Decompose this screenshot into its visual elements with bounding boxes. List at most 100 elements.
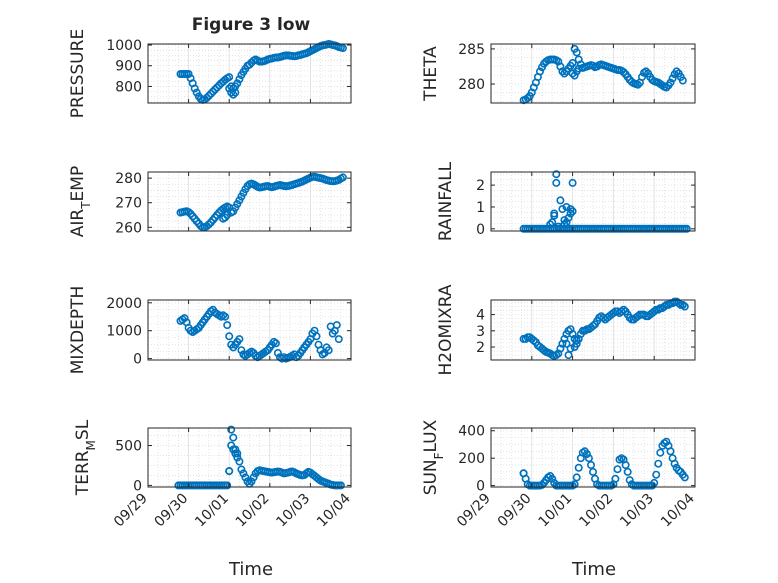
data-point [682,224,691,233]
data-point [678,76,687,85]
data-point [221,312,230,321]
plot-area [491,428,695,487]
panel-sun_flux: 0 200 400 09/29 09/30 10/01 10/02 10/03 10/04 SUN… [421,419,698,530]
data-point [574,463,583,472]
data-point [650,307,659,316]
data-point [225,467,234,476]
data-point [273,348,282,357]
data-point [225,73,234,82]
data-point [652,470,661,479]
data-point [558,67,567,76]
data-point [572,473,581,482]
data-point [623,467,632,476]
x-tick-label: 10/03 [617,491,657,531]
data-point [566,344,575,353]
data-point [611,474,620,483]
data-point [641,67,650,76]
data-point [680,473,689,482]
panel-h2omixra: 234 H2OMIXRA [436,284,696,376]
axes-box [147,171,352,232]
data-point [654,459,663,468]
y-tick-label: 285 [458,42,485,58]
data-point [204,220,213,229]
data-point [223,321,232,330]
series-pressure [176,39,347,104]
data-point [666,78,675,87]
x-tick-label: 10/04 [314,490,354,530]
data-point [562,218,571,227]
y-tick-label: 1000 [106,324,142,340]
data-point [233,453,242,462]
data-point [619,305,628,314]
data-point [190,84,199,93]
data-point [324,346,333,355]
data-point [662,437,671,446]
data-point [562,339,571,348]
data-point [670,459,679,468]
panel-terr_msl: 0 500 09/29 09/30 10/01 10/02 10/03 10/04 TERRMS… [73,419,354,530]
data-point [245,60,254,69]
y-tick-label: 0 [476,479,485,495]
data-point [235,75,244,84]
axes-box [147,299,352,361]
data-point [227,425,236,434]
data-point [656,448,665,457]
data-point [312,332,321,341]
series-theta [519,44,687,105]
data-point [209,87,218,96]
y-tick-label: 400 [458,424,485,440]
axes-box [147,427,352,488]
data-point [202,93,211,102]
x-tick-label: 09/30 [152,491,192,531]
axes-box [147,43,352,104]
data-point [233,79,242,88]
data-point [617,307,626,316]
panel-rainfall: 0 1 2 RAINFALL [436,161,696,241]
data-point [523,94,532,103]
data-point [271,339,280,348]
axes-box [490,427,696,488]
data-point [206,89,215,98]
y-tick-label: 4 [476,308,485,324]
x-tick-label: 09/29 [111,491,151,531]
data-point [568,178,577,187]
data-point [535,67,544,76]
x-tick-label: 10/01 [192,491,232,531]
data-point [235,335,244,344]
data-point [588,467,597,476]
plot-area [148,44,351,103]
y-axis-label: THETA [421,46,441,102]
data-point [338,44,347,53]
series-air_temp [176,172,347,232]
x-tick-label: 10/04 [658,490,698,530]
y-tick-label: 2 [476,178,485,194]
data-point [237,465,246,474]
data-point [662,83,671,92]
data-point [180,314,189,323]
data-point [227,88,236,97]
panel-mixdepth: 0 1000 2000 MIXDEPTH [68,286,352,374]
data-point [213,83,222,92]
y-tick-label: 200 [458,451,485,467]
data-point [223,211,232,220]
data-point [560,220,569,229]
x-tick-label: 10/02 [576,491,616,531]
x-tick-label: 10/03 [273,491,313,531]
data-point [184,70,193,79]
data-point [552,170,561,179]
data-point [666,447,675,456]
data-point [231,445,240,454]
y-axis-label: PRESSURE [68,29,88,118]
y-tick-label: 0 [133,352,142,368]
x-tick-label: 09/30 [495,491,535,531]
data-point [664,300,673,309]
data-point [550,209,559,218]
data-point [223,481,232,490]
data-point [548,474,557,483]
data-point [233,449,242,458]
y-tick-label: 500 [115,439,142,455]
data-point [625,476,634,485]
data-point [548,218,557,227]
y-axis-label: TERRMSL [73,419,98,496]
